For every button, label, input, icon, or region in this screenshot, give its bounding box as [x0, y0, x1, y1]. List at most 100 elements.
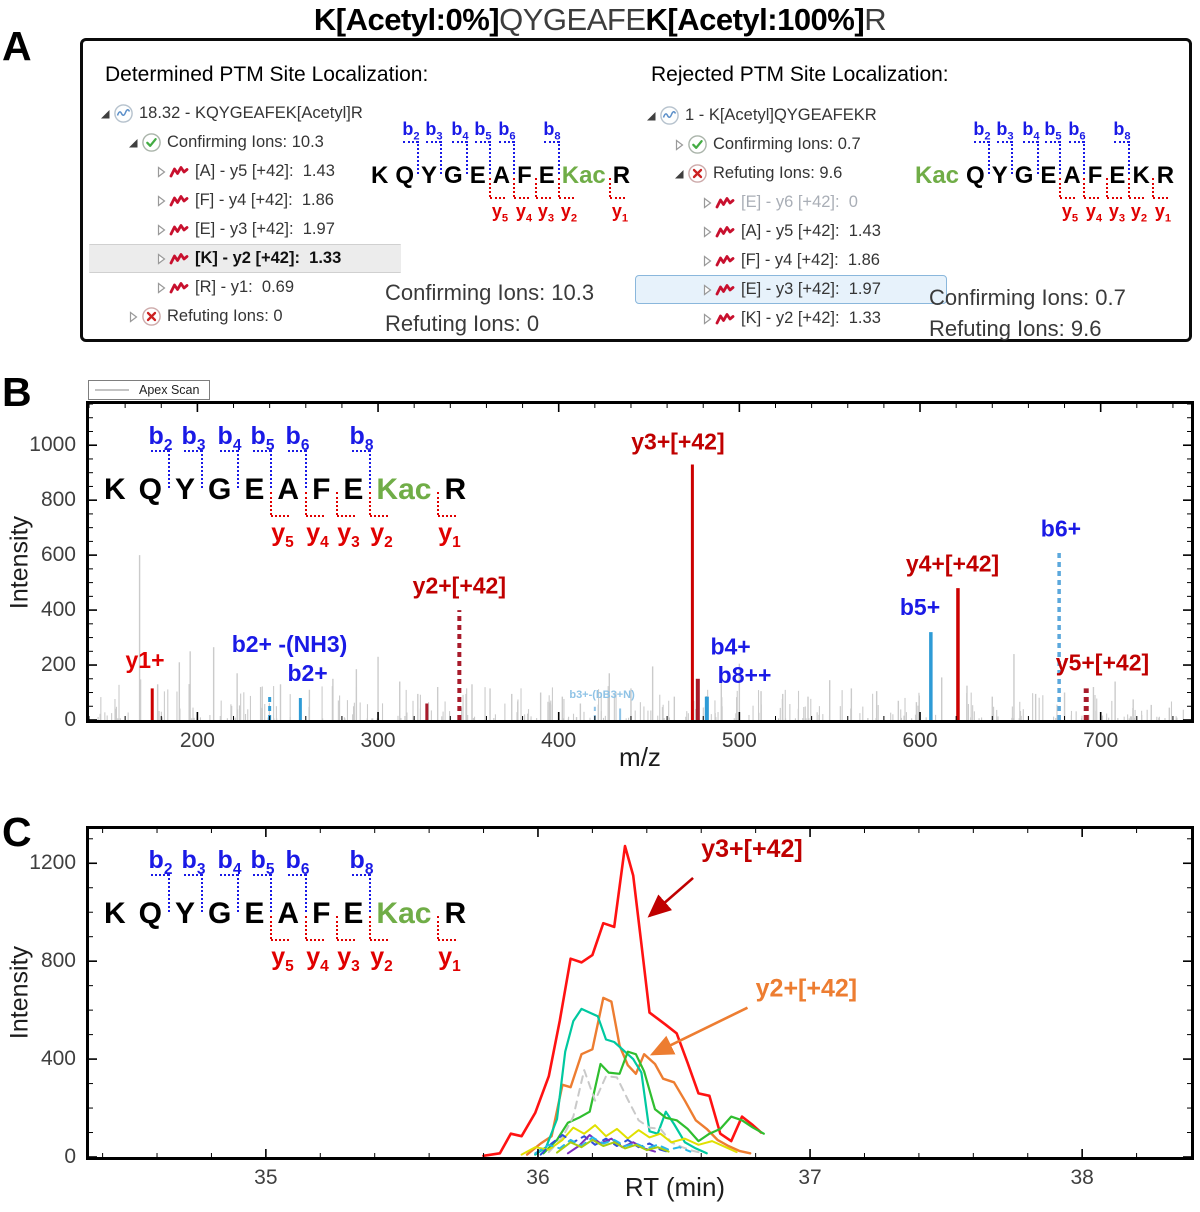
ion-trace-icon: [715, 284, 735, 296]
b-ion-bracket: [167, 450, 170, 489]
tree-expander[interactable]: [124, 137, 141, 149]
residue: R: [1156, 162, 1175, 189]
ion-row[interactable]: [E] - y6 [+42]: 0: [635, 188, 947, 217]
y-ion-bracket: [512, 177, 515, 198]
b-ion-bracket-arm: [287, 450, 306, 452]
peak-label: b2+ -(NH3): [232, 631, 348, 657]
y-ion-bracket-arm: [609, 197, 625, 200]
b-ion-label: b3: [181, 846, 206, 878]
ion-group-row[interactable]: Refuting Ions: 0: [89, 302, 401, 331]
residue: E: [1109, 162, 1126, 189]
xic-trace: [534, 1007, 708, 1156]
rejected-heading: Rejected PTM Site Localization:: [651, 63, 949, 86]
residue: E: [469, 162, 486, 189]
ion-row[interactable]: [E] - y3 [+42]: 1.97: [89, 215, 401, 244]
y-ion-bracket: [304, 491, 307, 516]
b-ion-label: b5: [1044, 119, 1062, 143]
tree-expander[interactable]: [96, 108, 113, 120]
ion-trace-icon: [169, 253, 189, 265]
residue: Y: [175, 897, 196, 930]
b-ion-bracket: [304, 874, 307, 913]
ion-trace-icon: [169, 224, 189, 236]
tree-expander[interactable]: [152, 165, 169, 178]
chromatogram-svg: y3+[+42] y2+[+42]: [89, 829, 1191, 1157]
ion-row[interactable]: [F] - y4 [+42]: 1.86: [635, 246, 947, 275]
tree-row-label: [A] - y5 [+42]: 1.43: [195, 162, 335, 180]
b-ion-bracket: [304, 450, 307, 489]
y-ion-label: y1: [438, 519, 461, 552]
y-ion-bracket-arm: [1152, 197, 1168, 200]
ion-group-row[interactable]: Confirming Ions: 0.7: [635, 130, 947, 159]
b-ion-label: b2: [402, 119, 420, 143]
b-ion-label: b8: [543, 119, 561, 143]
tree-expander[interactable]: [152, 223, 169, 236]
xic-trace: [534, 1136, 692, 1155]
b-ion-label: b3: [425, 119, 443, 143]
peak-label: b8++: [718, 662, 772, 688]
residue: R: [612, 162, 631, 189]
y-ion-bracket-arm: [489, 197, 505, 200]
ion-icon: [715, 224, 738, 239]
peak-label: b6+: [1041, 515, 1081, 541]
annotation-label: y3+[+42]: [701, 835, 802, 863]
y-ion-label: y5: [271, 519, 294, 552]
residue: A: [277, 473, 300, 506]
tree-root-row[interactable]: 18.32 - KQYGEAFEK[Acetyl]R: [89, 99, 401, 128]
b-ion-bracket-arm: [1044, 141, 1060, 143]
residue: G: [208, 473, 232, 506]
ion-icon: [715, 195, 738, 210]
ion-group-row[interactable]: Refuting Ions: 9.6: [635, 159, 947, 188]
determined-summary: Confirming Ions: 10.3 Refuting Ions: 0: [385, 277, 594, 339]
b-ion-bracket: [1010, 141, 1013, 175]
y-ion-bracket-arm: [1106, 197, 1122, 200]
tree-expander[interactable]: [642, 110, 659, 122]
y-ion-bracket-arm: [558, 197, 574, 200]
ion-row[interactable]: [E] - y3 [+42]: 1.97: [635, 275, 947, 304]
tree-expander[interactable]: [670, 168, 687, 180]
xic-trace: [520, 1124, 738, 1156]
ion-row[interactable]: [A] - y5 [+42]: 1.43: [89, 157, 401, 186]
determined-heading: Determined PTM Site Localization:: [105, 63, 429, 86]
ion-group-row[interactable]: Confirming Ions: 10.3: [89, 128, 401, 157]
b-ion-label: b2: [148, 846, 173, 878]
ion-icon: [715, 282, 738, 297]
b-ion-label: b8: [349, 846, 374, 878]
residue-row: K Q Y G E A F E Kac R: [371, 163, 630, 188]
spectrum-x-axis-label: m/z: [619, 742, 661, 772]
y-ion-label: y4: [1085, 201, 1103, 225]
residue: K: [371, 162, 389, 189]
ion-row[interactable]: [K] - y2 [+42]: 1.33: [635, 304, 947, 333]
ms2-spectrum-svg: y1+ b2+ -(NH3) b2+ y2+[+42] b3+-(bB3+N) y3+[+…: [89, 404, 1191, 720]
ion-trace-icon: [715, 197, 735, 209]
tree-row-label: [K] - y2 [+42]: 1.33: [741, 309, 881, 327]
tree-expander[interactable]: [124, 310, 141, 323]
xic-trace: [547, 1069, 705, 1155]
tree-expander[interactable]: [698, 225, 715, 238]
tree-expander[interactable]: [698, 283, 715, 296]
tree-root-row[interactable]: 1 - K[Acetyl]QYGEAFEKR: [635, 101, 947, 130]
tree-expander[interactable]: [152, 194, 169, 207]
ion-icon: [169, 193, 192, 208]
y-ion-bracket: [488, 177, 491, 198]
ion-row[interactable]: [K] - y2 [+42]: 1.33: [89, 244, 401, 273]
b-ion-label: b6: [285, 846, 310, 878]
tree-expander[interactable]: [698, 196, 715, 209]
panel-c-label: C: [2, 809, 32, 855]
ion-row[interactable]: [A] - y5 [+42]: 1.43: [635, 217, 947, 246]
ion-row[interactable]: [R] - y1: 0.69: [89, 273, 401, 302]
y-ion-label: y1: [438, 943, 461, 976]
tree-expander[interactable]: [698, 254, 715, 267]
axis-ticks: [89, 404, 1191, 720]
y-ion-bracket: [269, 915, 272, 940]
b-ion-label: b4: [1022, 119, 1040, 143]
axis-ticks: [89, 829, 1191, 1157]
tree-expander[interactable]: [152, 281, 169, 294]
ion-row[interactable]: [F] - y4 [+42]: 1.86: [89, 186, 401, 215]
tree-expander[interactable]: [698, 312, 715, 325]
tree-expander[interactable]: [670, 138, 687, 151]
tree-expander[interactable]: [152, 252, 169, 265]
y-ion-bracket: [1151, 177, 1154, 198]
b-ion-bracket: [488, 141, 491, 175]
collapsed-arrow-icon: [157, 223, 165, 236]
panel-b-label: B: [2, 369, 32, 415]
